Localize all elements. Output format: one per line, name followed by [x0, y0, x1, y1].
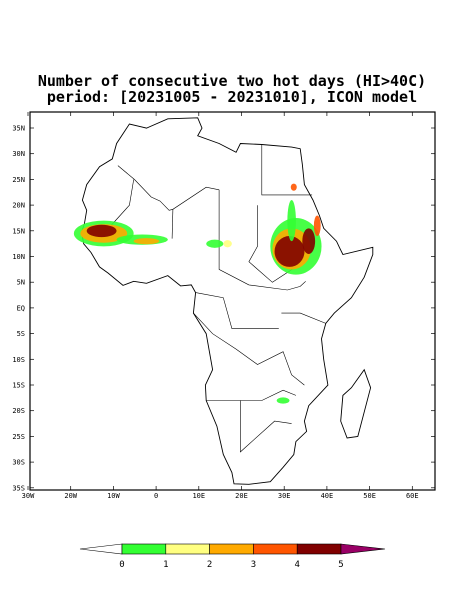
axes: 35N 30N 25N 20N 15N 10N 5N EQ 5S 10S 15S 20S 25S 30S 3… [12, 112, 435, 500]
lon-label: 20E [235, 492, 248, 500]
lon-label: 30W [22, 492, 35, 500]
africa-outline [81, 117, 374, 485]
border-line [171, 209, 174, 239]
colorbar-segment [296, 543, 342, 555]
colorbar-label: 2 [207, 560, 212, 570]
lon-label: 40E [321, 492, 334, 500]
border-line [193, 312, 305, 386]
lon-label: 50E [363, 492, 376, 500]
hot-area [274, 236, 305, 267]
lon-label: 30E [278, 492, 291, 500]
lat-label: 20S [12, 407, 25, 415]
lat-label: 20N [12, 202, 25, 210]
land [81, 117, 374, 485]
border-line [240, 400, 292, 453]
subtitle: period: [20231005 - 20231010], ICON mode… [47, 88, 417, 106]
hot-area [276, 397, 290, 404]
lon-label: 60E [406, 492, 419, 500]
colorbar-label: 1 [163, 560, 168, 570]
border-line [248, 205, 297, 283]
colorbar: 0 1 2 3 4 5 [79, 543, 386, 570]
lat-label: 5N [17, 279, 25, 287]
lat-label: 25N [12, 176, 25, 184]
lat-label: 10S [12, 356, 25, 364]
colorbar-segment [165, 543, 210, 555]
hot-area [290, 183, 297, 191]
hot-days-field [73, 183, 322, 404]
hot-area [223, 240, 232, 248]
lat-label: EQ [17, 304, 25, 312]
colorbar-label: 0 [119, 560, 124, 570]
border-line [218, 189, 306, 291]
lon-label: 10E [192, 492, 205, 500]
hot-area [313, 215, 321, 237]
colorbar-segment [253, 543, 298, 555]
hot-area [302, 228, 316, 255]
colorbar-segment [209, 543, 254, 555]
colorbar-high-triangle [340, 543, 386, 555]
border-line [261, 144, 313, 196]
lat-label: 30S [12, 459, 25, 467]
lat-label: 35S [12, 484, 25, 492]
hot-area [86, 224, 117, 238]
lon-label: 10W [107, 492, 120, 500]
map-frame [29, 111, 436, 491]
lat-label: 10N [12, 253, 25, 261]
colorbar-label: 3 [251, 560, 256, 570]
hot-area [133, 238, 160, 245]
lat-label: 35N [12, 125, 25, 133]
lat-label: 25S [12, 433, 25, 441]
lon-label: 0 [154, 492, 158, 500]
lon-label: 20W [64, 492, 77, 500]
colorbar-label: 4 [294, 560, 299, 570]
lat-label: 5S [17, 330, 25, 338]
hot-area [206, 239, 224, 248]
lat-label: 15N [12, 227, 25, 235]
colorbar-label: 5 [338, 560, 343, 570]
colorbar-segment [121, 543, 167, 555]
hot-area [287, 200, 296, 242]
border-line [117, 165, 220, 211]
border-line [281, 312, 326, 324]
border-line [206, 389, 297, 401]
lat-label: 15S [12, 382, 25, 390]
title: Number of consecutive two hot days (HI>4… [38, 72, 426, 90]
border-line [195, 292, 279, 329]
lat-label: 30N [12, 150, 25, 158]
madagascar-outline [340, 368, 372, 439]
